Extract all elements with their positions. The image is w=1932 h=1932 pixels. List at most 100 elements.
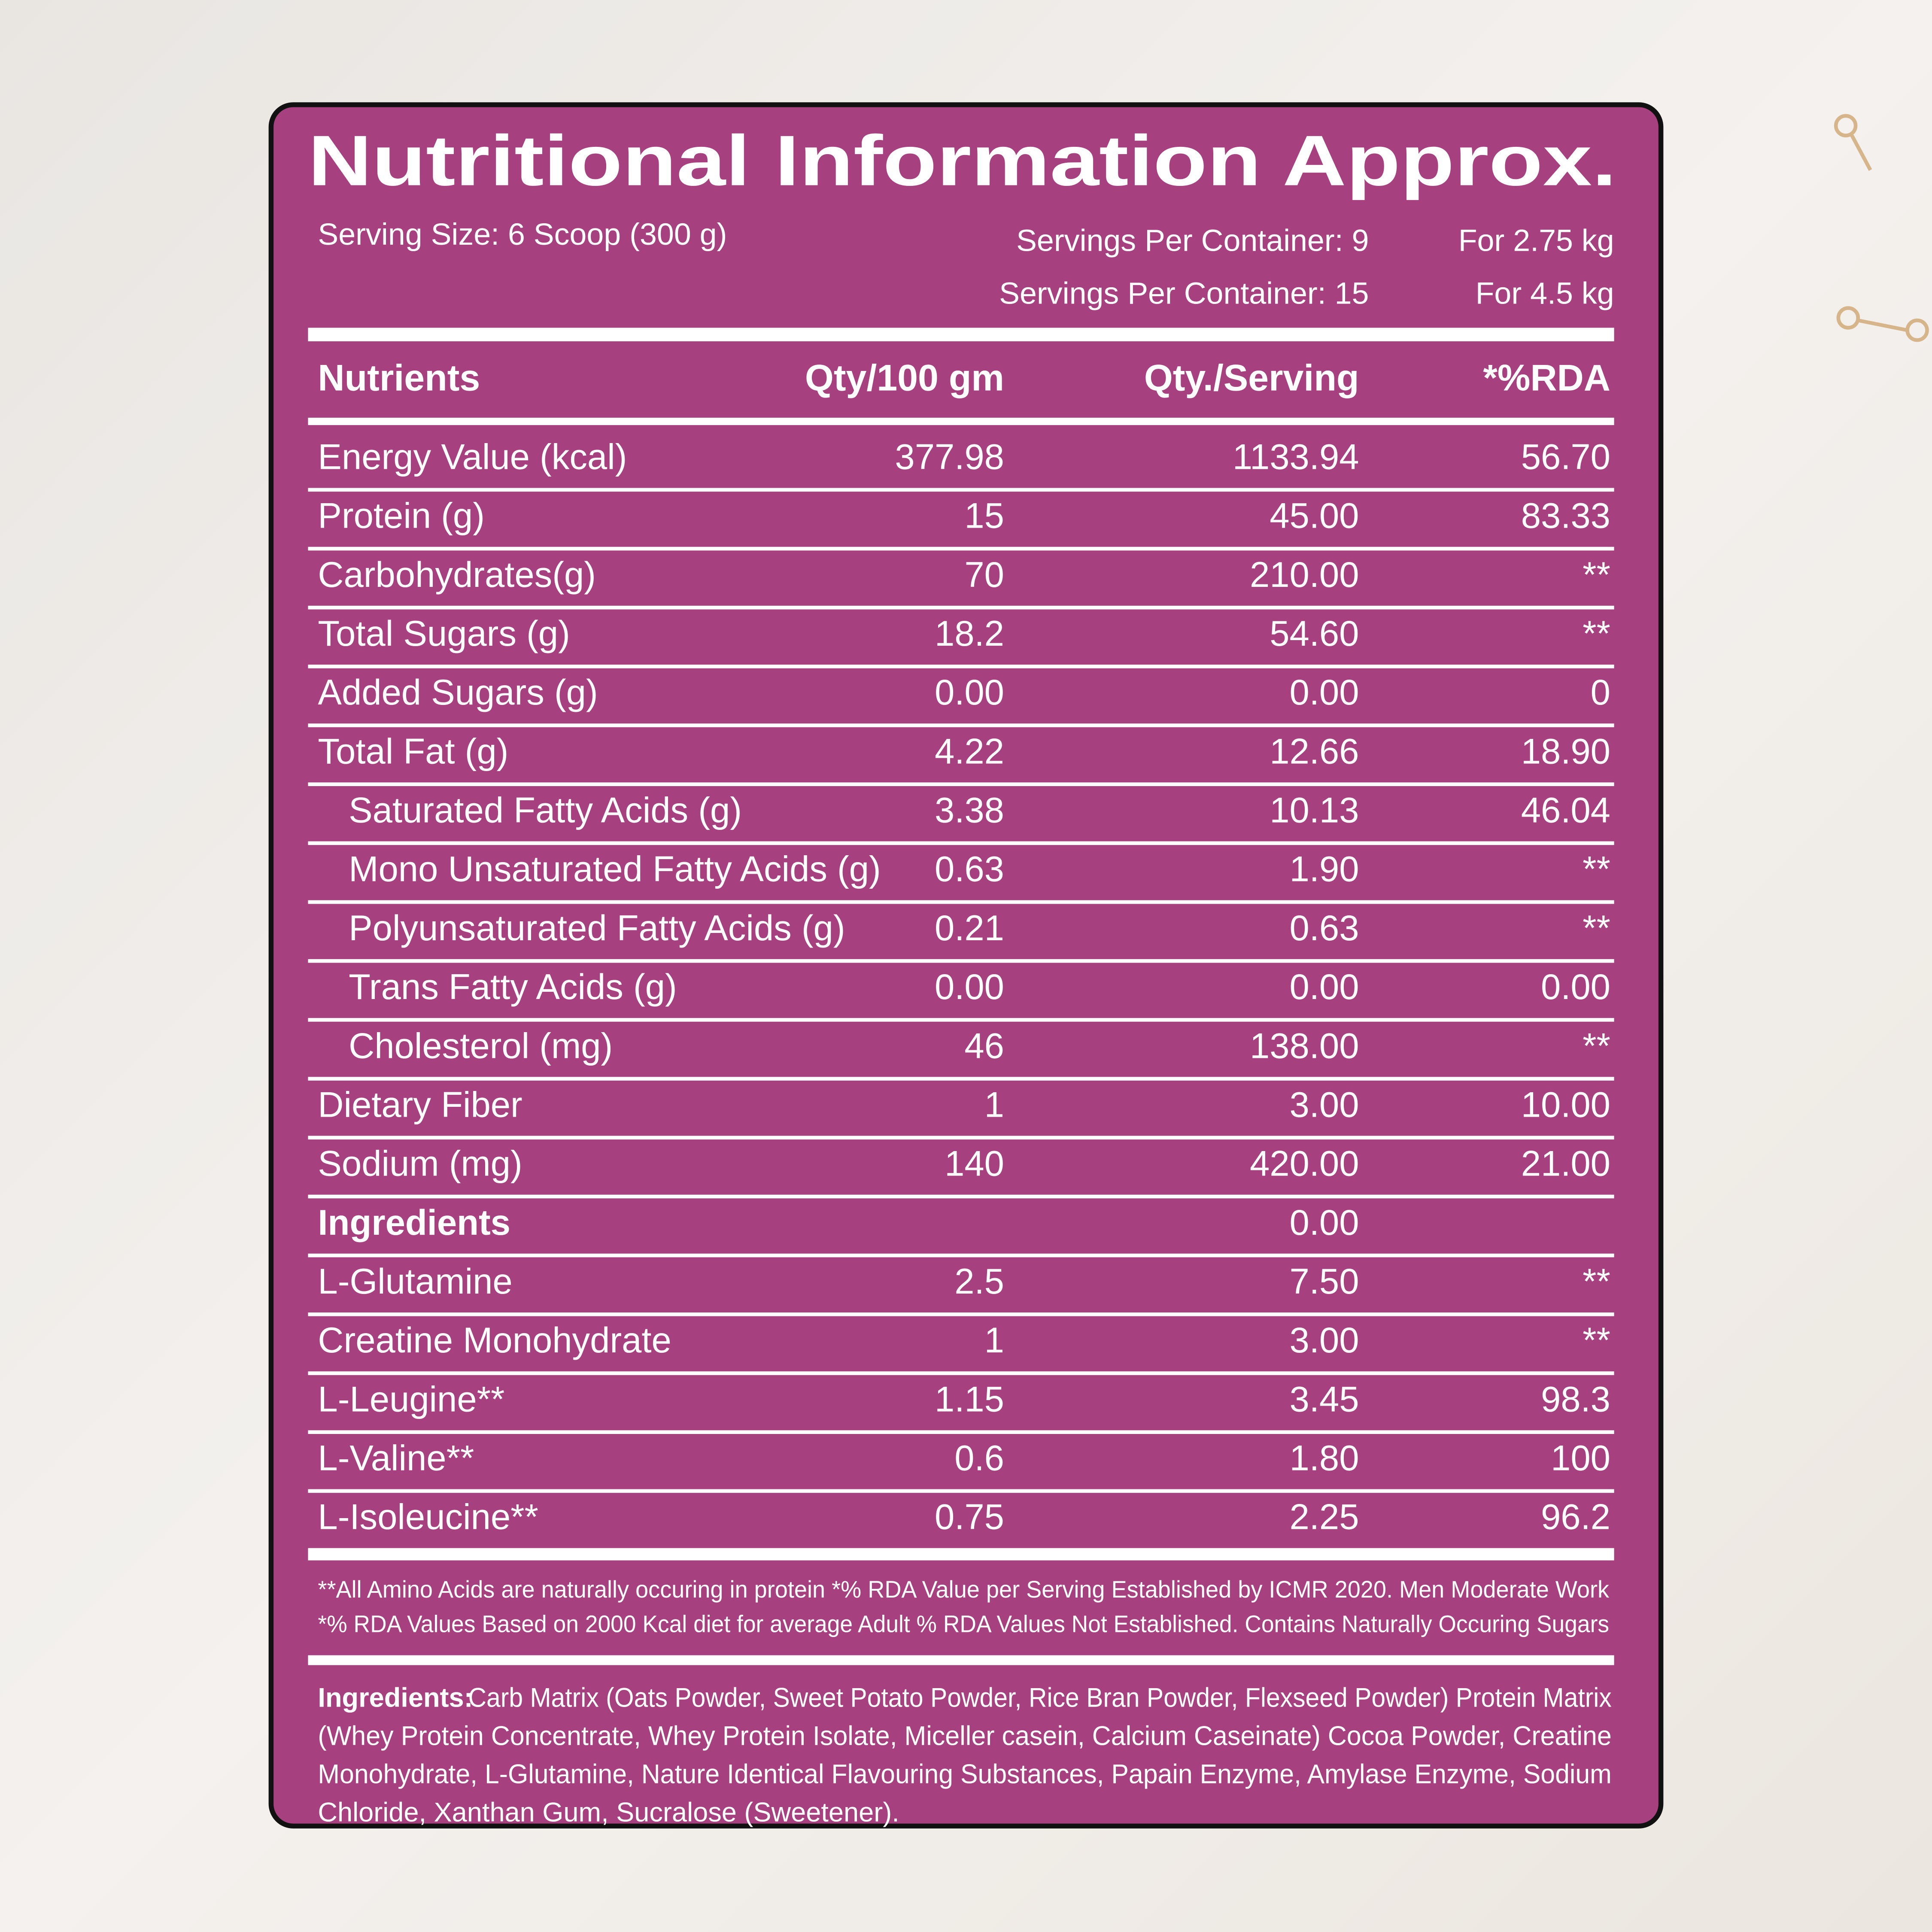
- row-divider: [308, 1136, 1614, 1140]
- cell-value: **: [1583, 555, 1610, 595]
- row-divider: [308, 1253, 1614, 1258]
- cell-value: 377.98: [895, 437, 1004, 477]
- row-divider: [308, 488, 1614, 492]
- cell-value: 3.38: [935, 790, 1004, 830]
- nutrient-name: Ingredients: [318, 1203, 510, 1242]
- cell-value: 10.13: [1270, 790, 1359, 830]
- nutrient-name: Cholesterol (mg): [349, 1026, 613, 1066]
- footnote: **All Amino Acids are naturally occuring…: [318, 1576, 1610, 1603]
- cell-value: 0.75: [935, 1497, 1004, 1537]
- cell-value: 0.00: [1541, 967, 1610, 1007]
- divider: [308, 328, 1614, 341]
- nutrient-name: Sodium (mg): [318, 1144, 522, 1184]
- cell-value: 46: [964, 1026, 1004, 1066]
- cell-value: 18.90: [1521, 731, 1610, 771]
- nutrient-name: Saturated Fatty Acids (g): [349, 790, 742, 830]
- cell-value: 83.33: [1521, 496, 1610, 536]
- column-header: Qty./Serving: [1144, 358, 1359, 399]
- footnote: *% RDA Values Based on 2000 Kcal diet fo…: [318, 1610, 1609, 1637]
- nutrient-name: Creatine Monohydrate: [318, 1320, 671, 1360]
- cell-value: 0.63: [1290, 908, 1359, 948]
- nutrient-name: L-Isoleucine**: [318, 1497, 538, 1537]
- cell-value: 0.00: [935, 967, 1004, 1007]
- cell-value: 0.63: [935, 849, 1004, 889]
- cell-value: 96.2: [1541, 1497, 1610, 1537]
- ingredients-text: (Whey Protein Concentrate, Whey Protein …: [318, 1721, 1611, 1751]
- cell-value: 0.21: [935, 908, 1004, 948]
- row-divider: [308, 1489, 1614, 1493]
- row-divider: [308, 1371, 1614, 1375]
- row-divider: [308, 959, 1614, 963]
- cell-value: 2.5: [954, 1261, 1004, 1301]
- column-header: Nutrients: [318, 358, 480, 399]
- nutrient-name: Total Sugars (g): [318, 614, 570, 653]
- nutrient-name: Added Sugars (g): [318, 672, 598, 712]
- row-divider: [308, 723, 1614, 727]
- cell-value: 210.00: [1250, 555, 1359, 595]
- servings-per-container: Servings Per Container: 9: [1016, 223, 1369, 258]
- divider: [308, 417, 1614, 425]
- cell-value: 100: [1551, 1438, 1610, 1478]
- ingredients-text: Monohydrate, L-Glutamine, Nature Identic…: [318, 1759, 1611, 1789]
- row-divider: [308, 1077, 1614, 1081]
- row-divider: [308, 900, 1614, 904]
- row-divider: [308, 1430, 1614, 1434]
- cell-value: 45.00: [1270, 496, 1359, 536]
- nutrient-name: L-Leugine**: [318, 1379, 504, 1419]
- cell-value: 3.45: [1290, 1379, 1359, 1419]
- servings-per-container: Servings Per Container: 15: [999, 276, 1369, 311]
- cell-value: 0.6: [954, 1438, 1004, 1478]
- nutrient-name: Carbohydrates(g): [318, 555, 596, 595]
- cell-value: 98.3: [1541, 1379, 1610, 1419]
- cell-value: **: [1583, 908, 1610, 948]
- title: Nutritional Information Approx.: [308, 121, 1616, 200]
- cell-value: 7.50: [1290, 1261, 1359, 1301]
- pack-size: For 4.5 kg: [1476, 276, 1614, 311]
- nutrient-name: Dietary Fiber: [318, 1084, 522, 1124]
- cell-value: 12.66: [1270, 731, 1359, 771]
- row-divider: [308, 1312, 1614, 1316]
- cell-value: 140: [945, 1144, 1004, 1184]
- cell-value: 70: [964, 555, 1004, 595]
- row-divider: [308, 1018, 1614, 1022]
- nutrient-name: Polyunsaturated Fatty Acids (g): [349, 908, 845, 948]
- cell-value: **: [1583, 1261, 1610, 1301]
- nutrient-name: Energy Value (kcal): [318, 437, 627, 477]
- cell-value: 1: [984, 1084, 1004, 1124]
- cell-value: 0.00: [1290, 1203, 1359, 1242]
- cell-value: 138.00: [1250, 1026, 1359, 1066]
- row-divider: [308, 665, 1614, 668]
- cell-value: 1133.94: [1233, 437, 1359, 477]
- ingredients-label: Ingredients:: [318, 1683, 473, 1713]
- row-divider: [308, 841, 1614, 845]
- cell-value: 0.00: [935, 672, 1004, 712]
- cell-value: 21.00: [1521, 1144, 1610, 1184]
- ingredients-text: Carb Matrix (Oats Powder, Sweet Potato P…: [468, 1683, 1612, 1713]
- cell-value: 0.00: [1290, 672, 1359, 712]
- row-divider: [308, 605, 1614, 610]
- pack-size: For 2.75 kg: [1458, 223, 1614, 258]
- cell-value: 56.70: [1521, 437, 1610, 477]
- ingredients-text: Chloride, Xanthan Gum, Sucralose (Sweete…: [318, 1797, 899, 1827]
- cell-value: 15: [964, 496, 1004, 536]
- serving-size: Serving Size: 6 Scoop (300 g): [318, 217, 727, 252]
- cell-value: 3.00: [1290, 1084, 1359, 1124]
- nutrient-name: Protein (g): [318, 496, 485, 536]
- cell-value: 1: [984, 1320, 1004, 1360]
- cell-value: 1.15: [935, 1379, 1004, 1419]
- row-divider: [308, 1194, 1614, 1199]
- cell-value: 18.2: [935, 614, 1004, 653]
- cell-value: 0: [1591, 672, 1610, 712]
- cell-value: 3.00: [1290, 1320, 1359, 1360]
- row-divider: [308, 547, 1614, 551]
- molecule-decoration: [1834, 114, 1929, 342]
- cell-value: 46.04: [1521, 790, 1610, 830]
- cell-value: **: [1583, 1026, 1610, 1066]
- cell-value: 2.25: [1290, 1497, 1359, 1537]
- cell-value: 420.00: [1250, 1144, 1359, 1184]
- cell-value: 0.00: [1290, 967, 1359, 1007]
- label-card: [268, 102, 1664, 1829]
- cell-value: 1.80: [1290, 1438, 1359, 1478]
- divider: [308, 1655, 1614, 1665]
